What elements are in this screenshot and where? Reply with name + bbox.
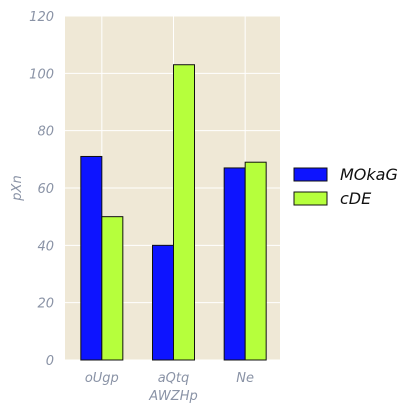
x-tick-label: oUgp (85, 371, 119, 386)
y-tick-labels: 0 20 40 60 80 100 120 (29, 10, 54, 369)
y-tick-label: 100 (29, 67, 54, 82)
legend-swatch-MOkaG (293, 167, 328, 182)
bar-MOkaG-2 (223, 167, 246, 361)
y-tick-label: 40 (37, 239, 54, 254)
bars (80, 64, 267, 361)
x-tick-label: Ne (236, 371, 254, 386)
legend-label-cDE: cDE (340, 189, 372, 208)
x-tick-labels: oUgp aQtq AWZHp Ne (85, 371, 254, 404)
y-tick-label: 80 (37, 125, 54, 140)
bar-cDE-1 (173, 64, 195, 361)
legend: MOkaG cDE (293, 165, 398, 208)
x-tick-label: aQtq AWZHp (148, 371, 197, 404)
y-tick-label: 0 (46, 354, 54, 369)
y-axis-label: pXn (10, 175, 25, 201)
y-tick-label: 120 (29, 10, 54, 25)
y-tick-label: 20 (37, 297, 54, 312)
bar-MOkaG-0 (80, 155, 103, 361)
legend-label-MOkaG: MOkaG (340, 165, 398, 184)
legend-swatch-cDE (293, 191, 328, 206)
bar-MOkaG-1 (152, 244, 174, 361)
bar-cDE-2 (244, 161, 267, 361)
bar-cDE-0 (101, 216, 124, 361)
y-tick-label: 60 (37, 182, 54, 197)
